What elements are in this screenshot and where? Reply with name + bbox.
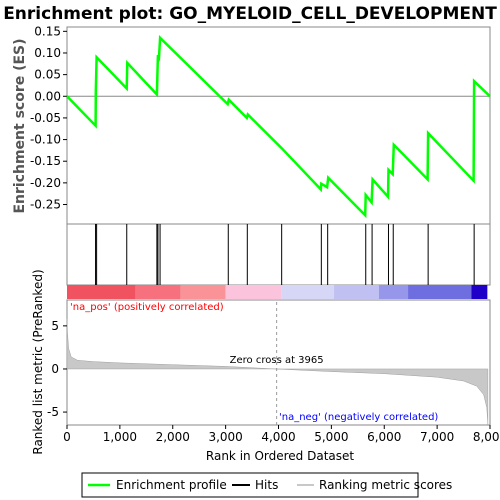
es-y-tick-label: -0.20 (30, 176, 61, 190)
es-panel-frame (66, 26, 491, 225)
x-tick-label: 4,000 (261, 430, 295, 444)
es-y-tick-label: -0.05 (30, 111, 61, 125)
heat-bar-segment (471, 285, 488, 299)
legend-ranking-label: Ranking metric scores (319, 478, 452, 492)
es-panel: 0.15 0.10 0.05 0.00 -0.05 -0.10 -0.15 -0.20 -0.2… (30, 24, 491, 225)
x-tick-label: 1,000 (103, 430, 137, 444)
zero-cross-label: Zero cross at 3965 (230, 355, 324, 366)
x-tick-label: 8,000 (473, 430, 500, 444)
legend: Enrichment profile Hits Ranking metric s… (81, 472, 452, 498)
x-tick-label: 6,000 (367, 430, 401, 444)
hits-panel-frame (66, 223, 491, 286)
x-tick-label: 7,000 (420, 430, 454, 444)
es-y-tick-label: 0.15 (34, 24, 61, 38)
rank-y-tick-label: 0 (51, 362, 59, 376)
legend-profile-label: Enrichment profile (116, 478, 227, 492)
es-y-tick-label: -0.15 (30, 154, 61, 168)
heat-bar-segment (281, 285, 335, 299)
es-y-tick-label: 0.10 (34, 46, 61, 60)
es-y-tick-label: 0.05 (34, 68, 61, 82)
heat-bar-segment (334, 285, 379, 299)
x-tick-label: 5,000 (314, 430, 348, 444)
rank-y-axis-label: Ranked list metric (PreRanked) (31, 269, 45, 454)
es-y-tick-label: 0.00 (34, 89, 61, 103)
neg-correlated-label: 'na_neg' (negatively correlated) (279, 412, 438, 423)
x-axis-ticks: 0 1,000 2,000 3,000 4,000 5,000 6,000 7,000 8,00… (63, 425, 500, 444)
x-tick-label: 2,000 (156, 430, 190, 444)
rank-y-ticks: 5 0 -5 (47, 319, 67, 419)
rank-panel: 5 0 -5 'na_pos' (positively correlated) Ze… (47, 299, 491, 426)
rank-heat-bar (67, 285, 488, 299)
rank-y-tick-label: 5 (51, 319, 59, 333)
heat-bar-segment (378, 285, 409, 299)
legend-hits-label: Hits (255, 478, 278, 492)
es-y-tick-label: -0.25 (30, 198, 61, 212)
es-y-tick-label: -0.10 (30, 133, 61, 147)
es-y-ticks: 0.15 0.10 0.05 0.00 -0.05 -0.10 -0.15 -0.20 -0.2… (30, 24, 67, 212)
heat-bar-segment (67, 285, 136, 299)
chart-title: Enrichment plot: GO_MYELOID_CELL_DEVELOP… (3, 4, 497, 24)
hits-panel (66, 223, 491, 286)
x-tick-label: 0 (63, 430, 71, 444)
x-tick-label: 3,000 (208, 430, 242, 444)
rank-y-tick-label: -5 (47, 405, 59, 419)
es-y-axis-label: Enrichment score (ES) (12, 38, 28, 213)
pos-correlated-label: 'na_pos' (positively correlated) (70, 302, 224, 313)
heat-bar-segment (135, 285, 181, 299)
enrichment-profile-line (66, 34, 491, 219)
heat-bar-segment (180, 285, 226, 299)
rank-panel-frame (66, 299, 491, 426)
heat-bar-segment (408, 285, 472, 299)
hit-markers (95, 224, 475, 285)
heat-bar-segment (225, 285, 282, 299)
x-axis-label: Rank in Ordered Dataset (206, 449, 354, 463)
